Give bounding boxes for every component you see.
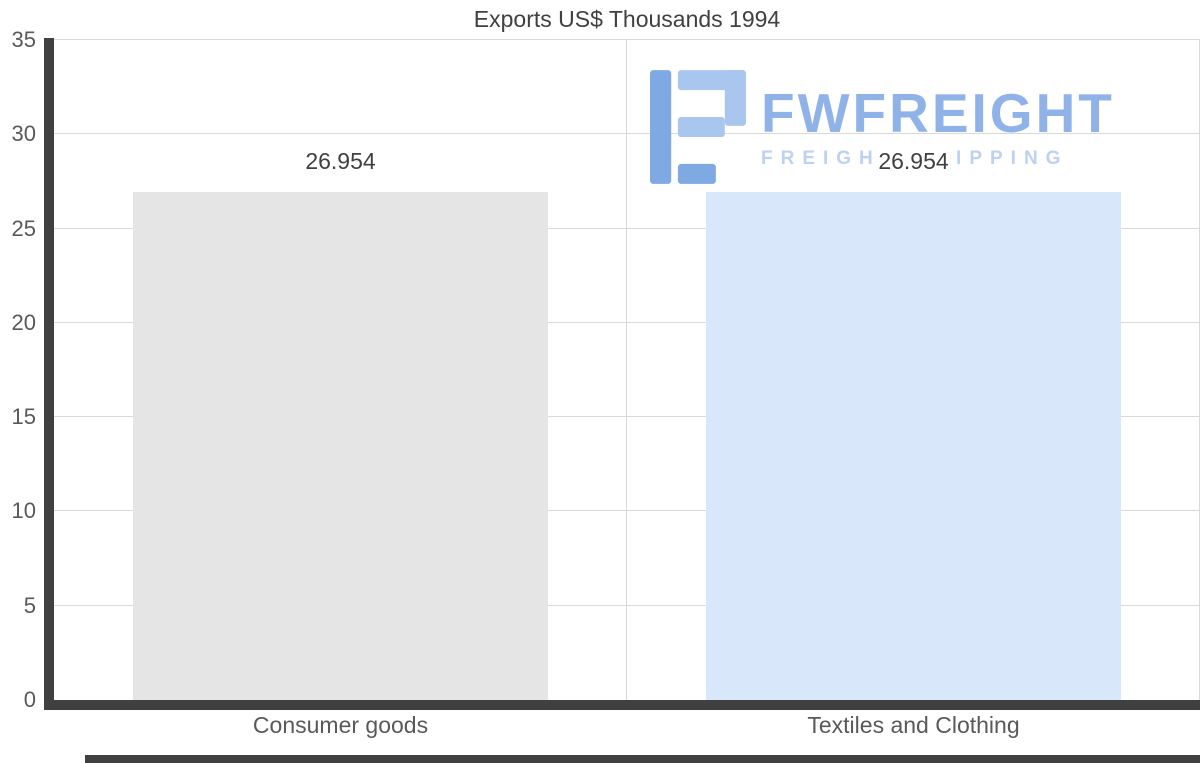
- y-tick-label: 20: [11, 309, 36, 335]
- x-axis: Consumer goods Textiles and Clothing: [54, 712, 1200, 739]
- bar-group-consumer-goods: 26.954: [54, 40, 627, 700]
- bar-consumer-goods: [132, 191, 549, 700]
- gridline-horizontal: [54, 133, 1200, 135]
- gridline-horizontal: [54, 510, 1200, 512]
- watermark-brand: FWFREIGHT: [761, 82, 1115, 144]
- gridline-vertical: [626, 40, 627, 700]
- bottom-edge-bar: [85, 755, 1200, 763]
- y-tick-label: 30: [11, 121, 36, 147]
- gridline-horizontal: [54, 416, 1200, 418]
- y-axis: 0 5 10 15 20 25 30 35: [0, 29, 44, 711]
- watermark-text: FWFREIGHT FREIGHT SHIPPING: [761, 70, 1115, 169]
- y-tick-label: 35: [11, 27, 36, 52]
- y-tick-label: 5: [23, 592, 36, 618]
- x-category-label-consumer-goods: Consumer goods: [252, 712, 429, 738]
- gridline-horizontal: [54, 604, 1200, 606]
- y-tick-label: 10: [11, 498, 36, 524]
- watermark: FWFREIGHT FREIGHT SHIPPING: [650, 70, 1115, 184]
- chart-title: Exports US$ Thousands 1994: [473, 6, 781, 32]
- bar-group-textiles-clothing: 26.954: [627, 40, 1200, 700]
- x-category-label-textiles-clothing: Textiles and Clothing: [807, 712, 1020, 738]
- gridline-horizontal: [54, 321, 1200, 323]
- bar-value-label: 26.954: [300, 148, 381, 176]
- bar-value-label: 26.954: [873, 148, 954, 176]
- fwfreight-logo-icon: [650, 70, 746, 184]
- gridline-horizontal: [54, 227, 1200, 229]
- y-tick-label: 0: [23, 687, 36, 712]
- plot-area: FWFREIGHT FREIGHT SHIPPING 26.954 26.954: [54, 39, 1200, 700]
- y-tick-label: 25: [11, 215, 36, 241]
- y-axis-line: [44, 38, 54, 710]
- bar-textiles-clothing: [705, 191, 1122, 700]
- y-tick-label: 15: [11, 404, 36, 430]
- gridline-horizontal: [54, 39, 1200, 40]
- x-axis-baseline: [44, 700, 1200, 710]
